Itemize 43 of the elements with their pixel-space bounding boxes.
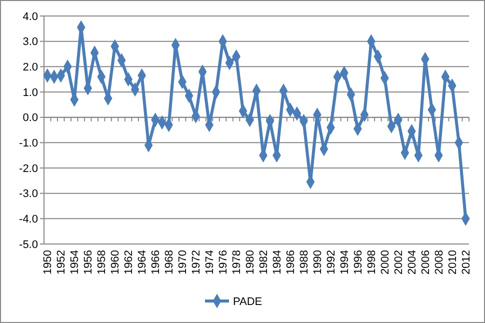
legend-label: PADE (233, 296, 262, 308)
y-tick-label: -4.0 (19, 214, 38, 226)
y-tick-label: 0.0 (22, 112, 38, 124)
x-tick-label: 1978 (231, 250, 244, 274)
x-tick-label: 1962 (123, 250, 136, 274)
x-tick-label: 2008 (433, 250, 446, 274)
x-tick-label: 1956 (82, 250, 95, 274)
x-tick-label: 1976 (218, 250, 230, 274)
x-tick-label: 1950 (42, 250, 54, 274)
x-tick-label: 1990 (312, 250, 324, 274)
x-tick-label: 1982 (258, 250, 270, 274)
x-tick-label: 1980 (244, 250, 257, 274)
x-tick-label: 1960 (110, 250, 122, 274)
y-tick-label: 4.0 (22, 10, 38, 23)
x-tick-label: 1988 (298, 250, 311, 274)
y-tick-label: -3.0 (19, 188, 38, 200)
x-tick-label: 2000 (380, 250, 392, 274)
x-tick-label: 2006 (420, 250, 432, 274)
x-tick-label: 2010 (446, 250, 459, 274)
x-tick-label: 1966 (150, 250, 162, 274)
x-tick-label: 1996 (352, 250, 365, 274)
x-tick-label: 1992 (326, 250, 338, 274)
x-tick-label: 1970 (177, 250, 190, 274)
y-tick-label: -2.0 (19, 162, 38, 175)
x-tick-label: 1974 (204, 250, 216, 274)
y-tick-label: 1.0 (22, 86, 38, 99)
x-tick-label: 2002 (393, 250, 406, 274)
x-tick-label: 1972 (190, 250, 203, 274)
x-tick-label: 1994 (339, 250, 352, 274)
x-tick-label: 1968 (164, 250, 176, 274)
y-tick-label: -1.0 (19, 138, 38, 150)
y-tick-label: 3.0 (22, 36, 38, 48)
x-tick-label: 2004 (406, 250, 419, 274)
x-tick-label: 1952 (56, 250, 68, 274)
x-tick-label: 1958 (96, 250, 108, 274)
x-tick-label: 2012 (460, 250, 472, 274)
x-tick-label: 1984 (272, 250, 284, 274)
y-tick-label: 2.0 (22, 62, 38, 74)
x-tick-label: 1964 (136, 250, 149, 274)
x-tick-label: 1986 (285, 250, 298, 274)
x-tick-label: 1998 (366, 250, 378, 274)
x-tick-label: 1954 (69, 250, 82, 274)
y-tick-label: -5.0 (19, 238, 38, 251)
